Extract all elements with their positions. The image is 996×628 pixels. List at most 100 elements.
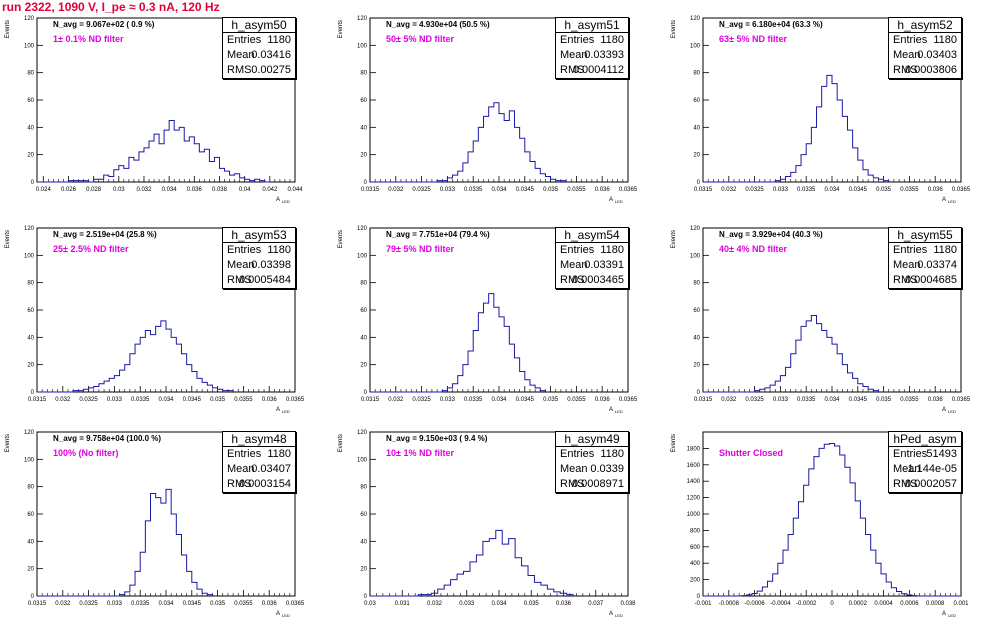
x-axis-label-sub: LED	[948, 409, 956, 414]
histogram-bin	[149, 141, 154, 182]
histogram-bin	[134, 160, 139, 182]
histogram-bin	[863, 387, 868, 392]
filter-annotation: Shutter Closed	[719, 448, 783, 458]
histogram-bin	[868, 389, 873, 392]
x-tick-label: 0.032	[136, 187, 152, 193]
y-tick-label: 100	[357, 457, 368, 463]
y-tick-label: 1000	[687, 512, 701, 518]
histogram-bin	[755, 391, 760, 392]
x-tick-label: 0.0325	[412, 397, 431, 403]
x-tick-label: 0.034	[824, 397, 840, 403]
filter-annotation: 63± 5% ND filter	[719, 34, 787, 44]
y-tick-label: 120	[24, 226, 35, 232]
y-tick-label: 80	[27, 71, 34, 77]
filter-annotation: 1± 0.1% ND filter	[53, 34, 123, 44]
histogram-bin	[547, 589, 553, 596]
histogram-title: h_asym51	[555, 17, 629, 33]
x-tick-label: 0.0325	[745, 187, 764, 193]
stats-value: 1180	[933, 243, 957, 258]
histogram-bin	[886, 582, 891, 596]
histogram-bin	[853, 148, 858, 182]
histogram-bin	[541, 585, 547, 596]
stats-row-entries: Entries 1180	[223, 243, 295, 258]
stats-value: 1180	[933, 33, 957, 48]
histogram-bin	[514, 127, 519, 182]
histogram-bin	[463, 163, 468, 182]
histogram-bin	[473, 331, 478, 393]
histogram-bin	[530, 385, 535, 392]
x-tick-label: 0.0365	[286, 397, 305, 403]
histogram-bin	[418, 595, 424, 596]
histogram-bin	[124, 168, 129, 182]
histogram-bin	[135, 571, 140, 596]
histogram-bin	[806, 321, 811, 392]
histogram-bin	[827, 337, 832, 392]
stats-value: 0.03393	[584, 48, 624, 63]
x-tick-label: 0.044	[287, 187, 303, 193]
x-tick-label: 0.032	[55, 601, 71, 607]
x-tick-label: 0.034	[491, 187, 507, 193]
x-axis-label-sub: LED	[615, 613, 623, 618]
y-tick-label: 100	[24, 457, 35, 463]
y-tick-label: 80	[360, 281, 367, 287]
y-tick-label: 40	[27, 539, 34, 545]
y-tick-label: 800	[690, 528, 701, 534]
x-tick-label: 0.036	[928, 187, 944, 193]
stats-label: RMS	[227, 63, 251, 78]
y-tick-label: 60	[27, 98, 34, 104]
histogram-bin	[793, 518, 798, 596]
x-tick-label: 0.0325	[412, 187, 431, 193]
histogram-bin	[509, 344, 514, 392]
y-tick-label: 0	[697, 390, 701, 396]
x-axis-label: A	[609, 197, 613, 203]
histogram-bin	[489, 107, 494, 182]
histogram-bin	[773, 574, 778, 596]
y-tick-label: 80	[27, 485, 34, 491]
histogram-bin	[520, 138, 525, 182]
histogram-bin	[68, 181, 78, 182]
y-tick-label: 120	[357, 16, 368, 22]
y-tick-label: 20	[360, 363, 367, 369]
y-tick-label: 0	[697, 180, 701, 186]
x-tick-label: 0.0355	[567, 187, 586, 193]
x-tick-label: 0.0335	[131, 601, 150, 607]
histogram-title: hPed_asym	[888, 431, 962, 447]
histogram-bin	[817, 107, 822, 182]
x-axis-label: A	[276, 197, 280, 203]
histogram-bin	[176, 344, 181, 392]
stats-label: Entries	[227, 243, 261, 258]
histogram-bin	[184, 141, 189, 182]
y-tick-label: 100	[357, 253, 368, 259]
y-tick-label: 100	[24, 43, 35, 49]
histogram-bin	[125, 365, 130, 392]
x-tick-label: 0.036	[187, 187, 203, 193]
x-tick-label: 0.024	[36, 187, 52, 193]
x-axis-label: A	[942, 407, 946, 413]
histogram-bin	[250, 181, 255, 182]
y-tick-label: 100	[357, 43, 368, 49]
histogram-bin	[199, 152, 204, 182]
histogram-bin	[791, 172, 796, 182]
histogram-bin	[442, 391, 447, 392]
histogram-title: h_asym52	[888, 17, 962, 33]
x-tick-label: 0.034	[162, 187, 178, 193]
histogram-bin	[837, 354, 842, 392]
y-tick-label: 60	[693, 98, 700, 104]
filter-annotation: 100% (No filter)	[53, 448, 119, 458]
filter-annotation: 50± 5% ND filter	[386, 34, 454, 44]
histogram-bin	[788, 535, 793, 597]
stats-value: 1180	[267, 243, 291, 258]
histogram-bin	[881, 574, 886, 596]
histogram-bin	[814, 457, 819, 596]
histogram-bin	[494, 103, 499, 182]
